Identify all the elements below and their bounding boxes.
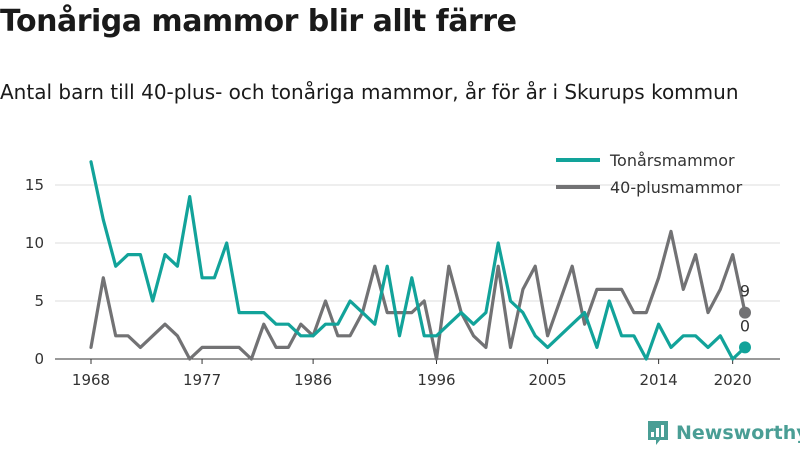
series-line <box>89 229 747 361</box>
end-point-marker <box>739 306 751 319</box>
y-tick-label: 5 <box>34 292 44 310</box>
x-tick-label: 2005 <box>528 371 566 389</box>
x-tick-label: 2014 <box>640 371 678 389</box>
legend-label: 40-plusmammor <box>610 178 743 197</box>
series-line <box>89 160 747 361</box>
newsworthy-logo: Newsworthy <box>646 420 800 446</box>
end-value-label: 9 <box>740 282 750 301</box>
x-tick-label: 1986 <box>294 371 332 389</box>
legend-label: Tonårsmammor <box>609 151 735 170</box>
end-value-label: 0 <box>740 316 750 335</box>
y-tick-label: 10 <box>25 234 44 252</box>
x-tick-label: 1977 <box>183 371 221 389</box>
y-tick-label: 0 <box>34 350 44 368</box>
bar-chart-logo-icon <box>648 421 668 445</box>
y-tick-label: 15 <box>25 176 44 194</box>
x-tick-label: 2020 <box>714 371 752 389</box>
x-tick-label: 1968 <box>72 371 110 389</box>
chart-subtitle: Antal barn till 40-plus- och tonåriga ma… <box>0 80 739 104</box>
end-point-marker <box>739 341 751 354</box>
x-tick-label: 1996 <box>417 371 455 389</box>
line-chart: 0 5 10 15 1968 1977 1986 1996 2005 2014 2020 9 0 Tonå… <box>25 151 780 389</box>
chart-title: Tonåriga mammor blir allt färre <box>0 4 517 39</box>
logo-text: Newsworthy <box>676 422 800 444</box>
